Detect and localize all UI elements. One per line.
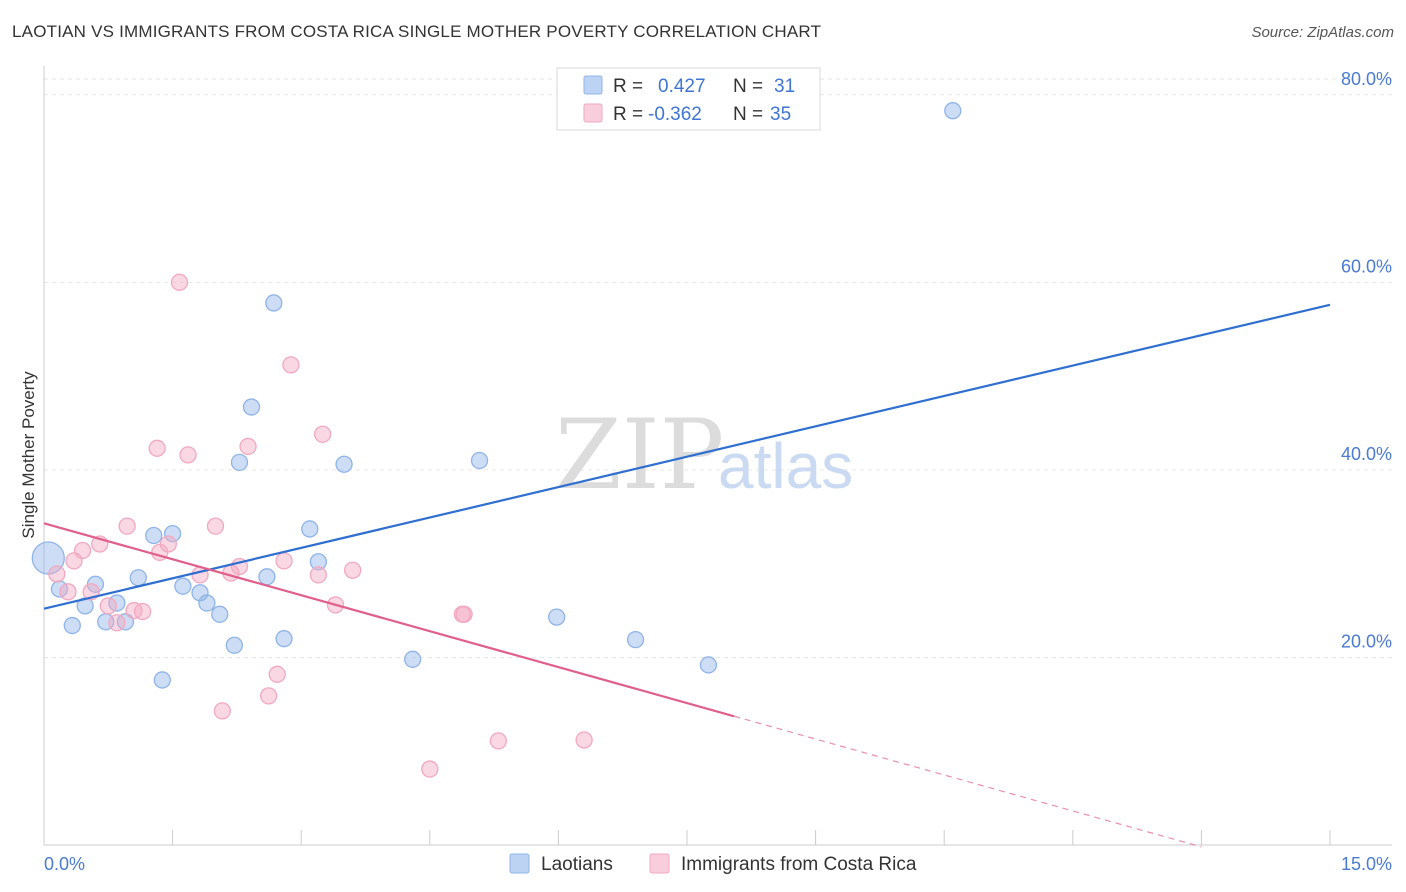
laotians-point [211,605,229,623]
y-tick-labels: 20.0% 40.0% 60.0% 80.0% [1341,69,1392,652]
costa-rica-point [48,565,66,583]
laotians-point [63,616,81,635]
laotians-point [258,568,276,586]
legend-n-label-1: N = [733,76,763,97]
laotians-point [198,594,216,612]
costa-rica-point [282,356,300,374]
laotians-legend-label: Laotians [541,854,613,875]
costa-rica-legend-swatch [583,103,603,123]
costa-rica-point [159,535,177,553]
laotians-point [699,656,718,674]
laotians-point [944,102,962,120]
costa-rica-trend-line [43,522,735,718]
laotians-point [230,453,249,472]
costa-rica-point [313,425,332,443]
source-label: Source: ZipAtlas.com [1251,24,1394,41]
legend-n-value-2: 35 [770,104,791,125]
axes [43,66,1392,846]
x-tick-label-max: 15.0% [1341,854,1392,874]
costa-rica-point [275,552,293,570]
laotians-point [129,569,147,587]
y-tick-label: 40.0% [1341,444,1392,464]
legend-r-value-1: 0.427 [658,76,706,97]
costa-rica-point [213,702,231,720]
costa-rica-point [455,605,473,623]
costa-rica-point [118,517,136,535]
laotians-point [242,398,261,416]
watermark: ZIP atlas [555,399,853,511]
laotians-point [404,650,422,668]
y-tick-label: 60.0% [1341,256,1392,276]
costa-rica-point [73,541,92,560]
laotians-point [470,451,489,470]
stats-legend: R = 0.427 N = 31 R = -0.362 N = 35 [556,67,821,131]
laotians-point [145,526,163,545]
costa-rica-point [59,583,77,601]
costa-rica-trend-extension [733,715,1202,848]
laotians-legend-swatch [583,75,603,95]
laotians-point [301,520,319,538]
laotians-point [153,671,171,689]
costa-rica-point [108,614,126,632]
costa-rica-point [133,602,152,621]
laotians-trend-line [43,303,1331,610]
legend-r-value-2: -0.362 [648,104,702,125]
laotians-point [275,630,293,648]
laotians-point [309,553,327,571]
costa-rica-point [179,446,197,464]
y-tick-label: 20.0% [1341,631,1392,651]
legend-r-label-2: R = [613,104,643,125]
laotians-point [626,630,645,649]
legend-n-value-1: 31 [774,76,795,97]
y-axis-label: Single Mother Poverty [19,371,38,539]
trend-lines [43,303,1331,848]
costa-rica-point [309,566,327,584]
costa-rica-point [99,597,117,615]
y-tick-label: 80.0% [1341,69,1392,89]
laotians-point [163,524,182,543]
laotians-point [225,636,243,654]
laotians-point [548,608,566,626]
laotians-point [265,294,283,312]
costa-rica-point [421,760,439,778]
series-legend: Laotians Immigrants from Costa Rica [509,853,917,875]
costa-rica-point [239,437,257,456]
costa-rica-point [489,732,508,750]
laotians-point [335,455,353,473]
chart-title: LAOTIAN VS IMMIGRANTS FROM COSTA RICA SI… [12,22,822,41]
costa-rica-point [575,731,593,749]
x-tick-label-min: 0.0% [44,854,85,874]
legend-n-label-2: N = [733,104,763,125]
costa-rica-point [206,517,225,535]
costa-rica-point [148,439,166,457]
legend-r-label-1: R = [613,76,643,97]
laotians-point [191,584,209,602]
costa-rica-point [170,273,189,291]
costa-rica-point [268,665,286,683]
costa-rica-point [259,687,278,705]
costa-rica-point [343,561,362,579]
laotians-point [174,577,192,595]
costa-rica-swatch [649,853,670,874]
laotians-swatch [509,853,530,874]
watermark-atlas: atlas [718,430,853,502]
costa-rica-legend-label: Immigrants from Costa Rica [681,854,917,875]
